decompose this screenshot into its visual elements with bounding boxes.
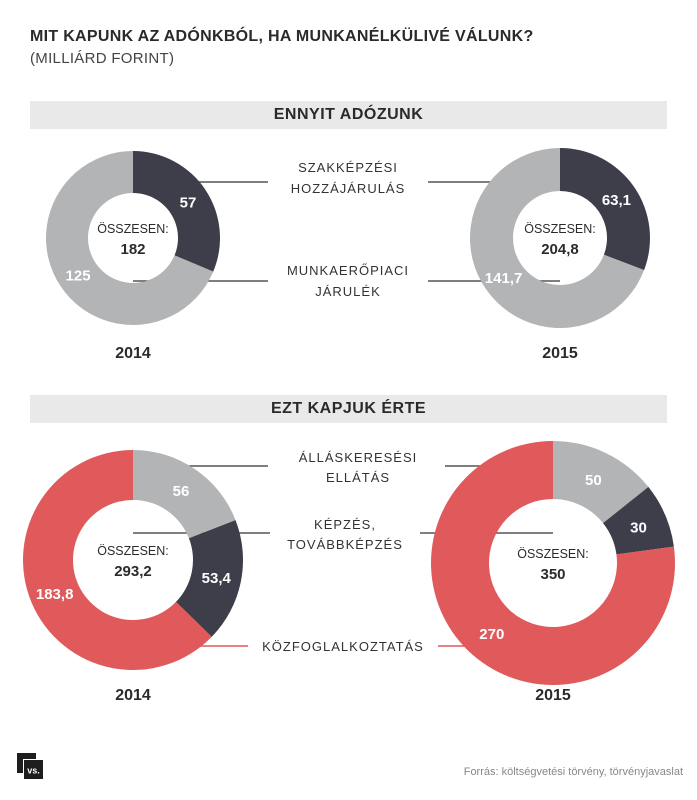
section-header-taxes: ENNYIT ADÓZUNK: [30, 101, 667, 129]
legend-label-1-1-1: TOVÁBBKÉPZÉS: [287, 537, 403, 552]
donut-2014-2: 56 53,4 183,8: [23, 450, 243, 670]
legend-label-0-1-0: MUNKAERŐPIACI: [287, 263, 409, 278]
legend-label-0-1-1: JÁRULÉK: [315, 284, 381, 299]
slice-value-label-0-0: 57: [180, 194, 197, 211]
legend-label-1-2-0: KÖZFOGLALKOZTATÁS: [262, 639, 424, 654]
donut-slice-3-0: [553, 441, 649, 524]
donut-slice-2-1: [175, 520, 243, 637]
donut-slice-0-1: [46, 151, 214, 325]
chart-subtitle: (MILLIÁRD FORINT): [30, 50, 175, 67]
source-note: Forrás: költségvetési törvény, törvényja…: [463, 766, 683, 778]
donut-2014-0: 57 125: [46, 151, 220, 325]
year-label-0: 2014: [115, 345, 151, 362]
slice-value-label-1-1: 141,7: [485, 270, 523, 287]
slice-value-label-2-2: 183,8: [36, 586, 74, 603]
slice-value-label-1-0: 63,1: [602, 192, 631, 209]
legend-label-0-0-0: SZAKKÉPZÉSI: [298, 160, 398, 175]
slice-value-label-3-0: 50: [585, 472, 602, 489]
total-label-3: ÖSSZESEN:: [517, 547, 589, 561]
legend-label-1-0-1: ELLÁTÁS: [326, 470, 390, 485]
donut-slice-2-0: [133, 450, 236, 539]
total-value-2: 293,2: [114, 563, 152, 580]
donut-2015-1: 63,1 141,7: [470, 148, 650, 328]
total-value-1: 204,8: [541, 241, 579, 258]
donut-slice-3-1: [603, 486, 674, 555]
total-value-0: 182: [120, 241, 145, 258]
section-header-benefits: EZT KAPJUK ÉRTE: [30, 395, 667, 423]
year-label-3: 2015: [535, 687, 571, 704]
donut-slice-1-1: [470, 148, 645, 328]
legend-label-1-1-0: KÉPZÉS,: [314, 517, 376, 532]
total-value-3: 350: [540, 566, 565, 583]
donut-slice-0-0: [133, 151, 220, 272]
vs-logo: vs.: [17, 753, 43, 779]
logo-text: vs.: [27, 766, 40, 776]
chart-title: MIT KAPUNK AZ ADÓNKBÓL, HA MUNKANÉLKÜLIV…: [30, 28, 534, 45]
donut-slice-1-0: [560, 148, 650, 271]
slice-value-label-0-1: 125: [66, 268, 91, 285]
slice-value-label-2-1: 53,4: [202, 570, 232, 587]
donut-slice-2-2: [23, 450, 212, 670]
legend-label-0-0-1: HOZZÁJÁRULÁS: [291, 181, 406, 196]
slice-value-label-3-2: 270: [479, 626, 504, 643]
year-label-2: 2014: [115, 687, 151, 704]
donut-slice-3-2: [431, 441, 675, 685]
total-label-1: ÖSSZESEN:: [524, 222, 596, 236]
year-label-1: 2015: [542, 345, 578, 362]
total-label-2: ÖSSZESEN:: [97, 544, 169, 558]
total-label-0: ÖSSZESEN:: [97, 222, 169, 236]
slice-value-label-3-1: 30: [630, 519, 647, 536]
slice-value-label-2-0: 56: [173, 483, 190, 500]
donut-2015-3: 50 30 270: [431, 441, 675, 685]
legend-label-1-0-0: ÁLLÁSKERESÉSI: [299, 450, 418, 465]
